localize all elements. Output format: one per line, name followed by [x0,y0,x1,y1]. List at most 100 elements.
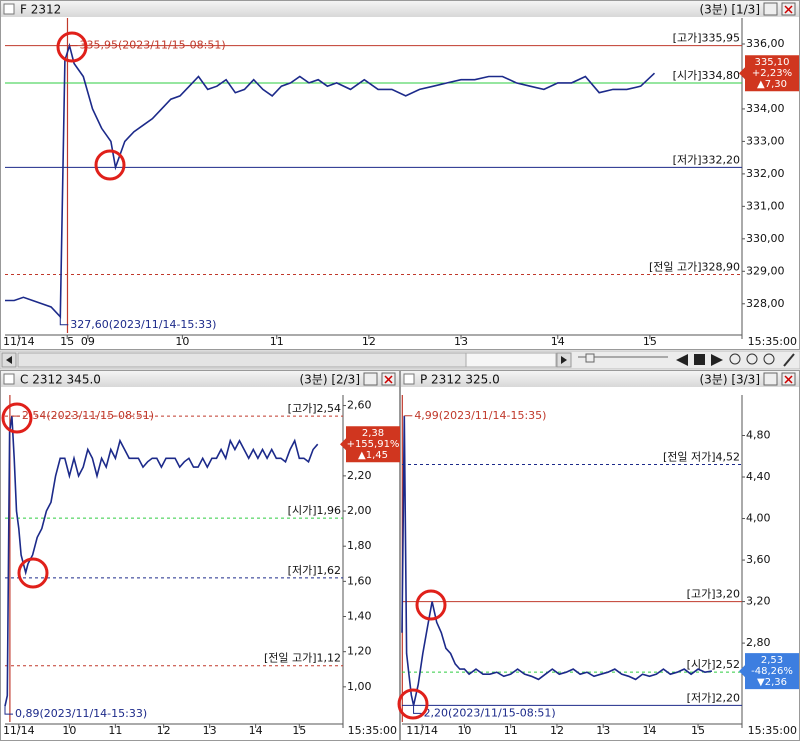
x-tick-label: 13 [596,724,610,737]
annotation-label: 335,95(2023/11/15-08:51) [79,39,225,52]
highlight-circle [94,149,126,181]
level-value: 1,62 [317,564,342,577]
annotation-pointer [413,705,422,714]
level-name: [시가] [673,69,702,82]
x-tick-label: 11 [504,724,518,737]
x-tick-label: 15:35:00 [748,724,797,737]
y-tick-label: 4,80 [746,428,771,441]
level-value: 1,12 [317,652,342,665]
price-box [739,55,799,92]
panel-header [1,1,799,17]
y-tick-label: 1,80 [347,539,372,552]
level-label: [저가]332,20 [673,153,740,166]
y-tick-label: 2,20 [347,469,372,482]
price-box-label: 2,53 [761,655,783,666]
x-tick-label: 10 [175,335,189,348]
y-tick-label: 334,00 [746,102,785,115]
y-tick-label: 336,00 [746,37,785,50]
panel-subtitle: (3분) [3/3] [699,373,760,387]
level-value: 4,52 [716,451,741,464]
level-label: [고가]335,95 [673,32,740,45]
y-tick-label: 3,60 [746,553,771,566]
y-tick-label: 330,00 [746,232,785,245]
level-name: [저가] [288,564,317,577]
settings-button[interactable] [763,372,778,386]
y-tick-label: 332,00 [746,167,785,180]
chart-panel: P 2312 325.0 (3분) [3/3] 2,80 3,20 3,60 4,00 4,… [397,370,800,741]
x-tick-label: 11/14 [3,724,35,737]
annotation-label: 2,20(2023/11/15-08:51) [424,706,556,719]
price-box-label: 2,38 [362,428,384,439]
highlight-circle [56,31,88,63]
level-name: [시가] [687,658,716,671]
level-label: [저가]1,62 [288,564,341,577]
panel-title: C 2312 345.0 [20,373,101,387]
level-name: [전일 고가] [264,651,317,665]
level-name: [고가] [687,588,716,601]
x-tick-label: 13 [454,335,468,348]
level-name: [고가] [288,402,317,415]
price-box-change: -48,26% [751,666,793,677]
close-icon [384,375,393,384]
level-value: 2,54 [317,402,342,415]
y-tick-label: 328,00 [746,297,785,310]
price-box-diff: ▼2,36 [757,677,787,688]
level-label: [시가]2,52 [687,658,740,671]
y-tick-label: 2,60 [347,399,372,412]
x-tick-label: 15 [691,724,705,737]
y-tick-label: 333,00 [746,134,785,147]
x-tick-label: 10 [457,724,471,737]
price-line [4,415,319,707]
x-tick-label: 12 [362,335,376,348]
x-tick-label: 15:35:00 [348,724,397,737]
x-tick-label: 11/14 [3,335,35,348]
panel-title: F 2312 [20,3,61,17]
price-box-change: +2,23% [752,68,792,79]
x-tick-label: 11 [108,724,122,737]
price-box-label: 335,10 [755,57,790,68]
close-icon [784,5,793,14]
settings-button[interactable] [363,372,378,386]
x-tick-label: 12 [157,724,171,737]
level-value: 2,20 [716,691,741,704]
panel-checkbox[interactable] [403,373,415,385]
level-label: [저가]2,20 [687,691,740,704]
panel-frame [400,370,800,741]
y-tick-label: 331,00 [746,199,785,212]
chart-panel: C 2312 345.0 (3분) [2/3] 1,00 1,20 1,40 1,60 1,… [0,370,400,741]
y-tick-label: 329,00 [746,264,785,277]
x-tick-label: 12 [550,724,564,737]
x-tick-label: 11 [270,335,284,348]
level-value: 334,80 [702,69,741,82]
y-tick-label: 2,00 [347,504,372,517]
scroll-bar[interactable] [0,350,800,370]
annotation-label: 4,99(2023/11/14-15:35) [414,409,546,422]
y-tick-label: 1,00 [347,680,372,693]
panel-title: P 2312 325.0 [420,373,500,387]
price-box [739,653,799,690]
close-icon [784,375,793,384]
highlight-circle [1,402,33,434]
y-tick-label: 1,20 [347,645,372,658]
annotation-label: 0,89(2023/11/14-15:33) [15,707,147,720]
level-label: [고가]3,20 [687,588,740,601]
x-tick-label: 14 [551,335,565,348]
y-tick-label: 4,40 [746,470,771,483]
x-tick-label: 15 [643,335,657,348]
level-name: [시가] [288,504,317,517]
level-value: 335,95 [702,32,741,45]
x-tick-label: 15 [292,724,306,737]
level-value: 332,20 [702,153,741,166]
panel-checkbox[interactable] [3,3,15,15]
level-label: [전일 저가]4,52 [663,450,740,464]
annotation-label: 2,54(2023/11/15-08:51) [22,409,154,422]
highlight-circle [17,557,49,589]
settings-button[interactable] [763,2,778,16]
level-name: [전일 저가] [663,450,716,464]
level-label: [시가]1,96 [288,504,341,517]
annotation-label: 327,60(2023/11/14-15:33) [70,318,216,331]
panel-checkbox[interactable] [3,373,15,385]
panel-header [1,371,399,387]
panel-subtitle: (3분) [1/3] [699,3,760,17]
